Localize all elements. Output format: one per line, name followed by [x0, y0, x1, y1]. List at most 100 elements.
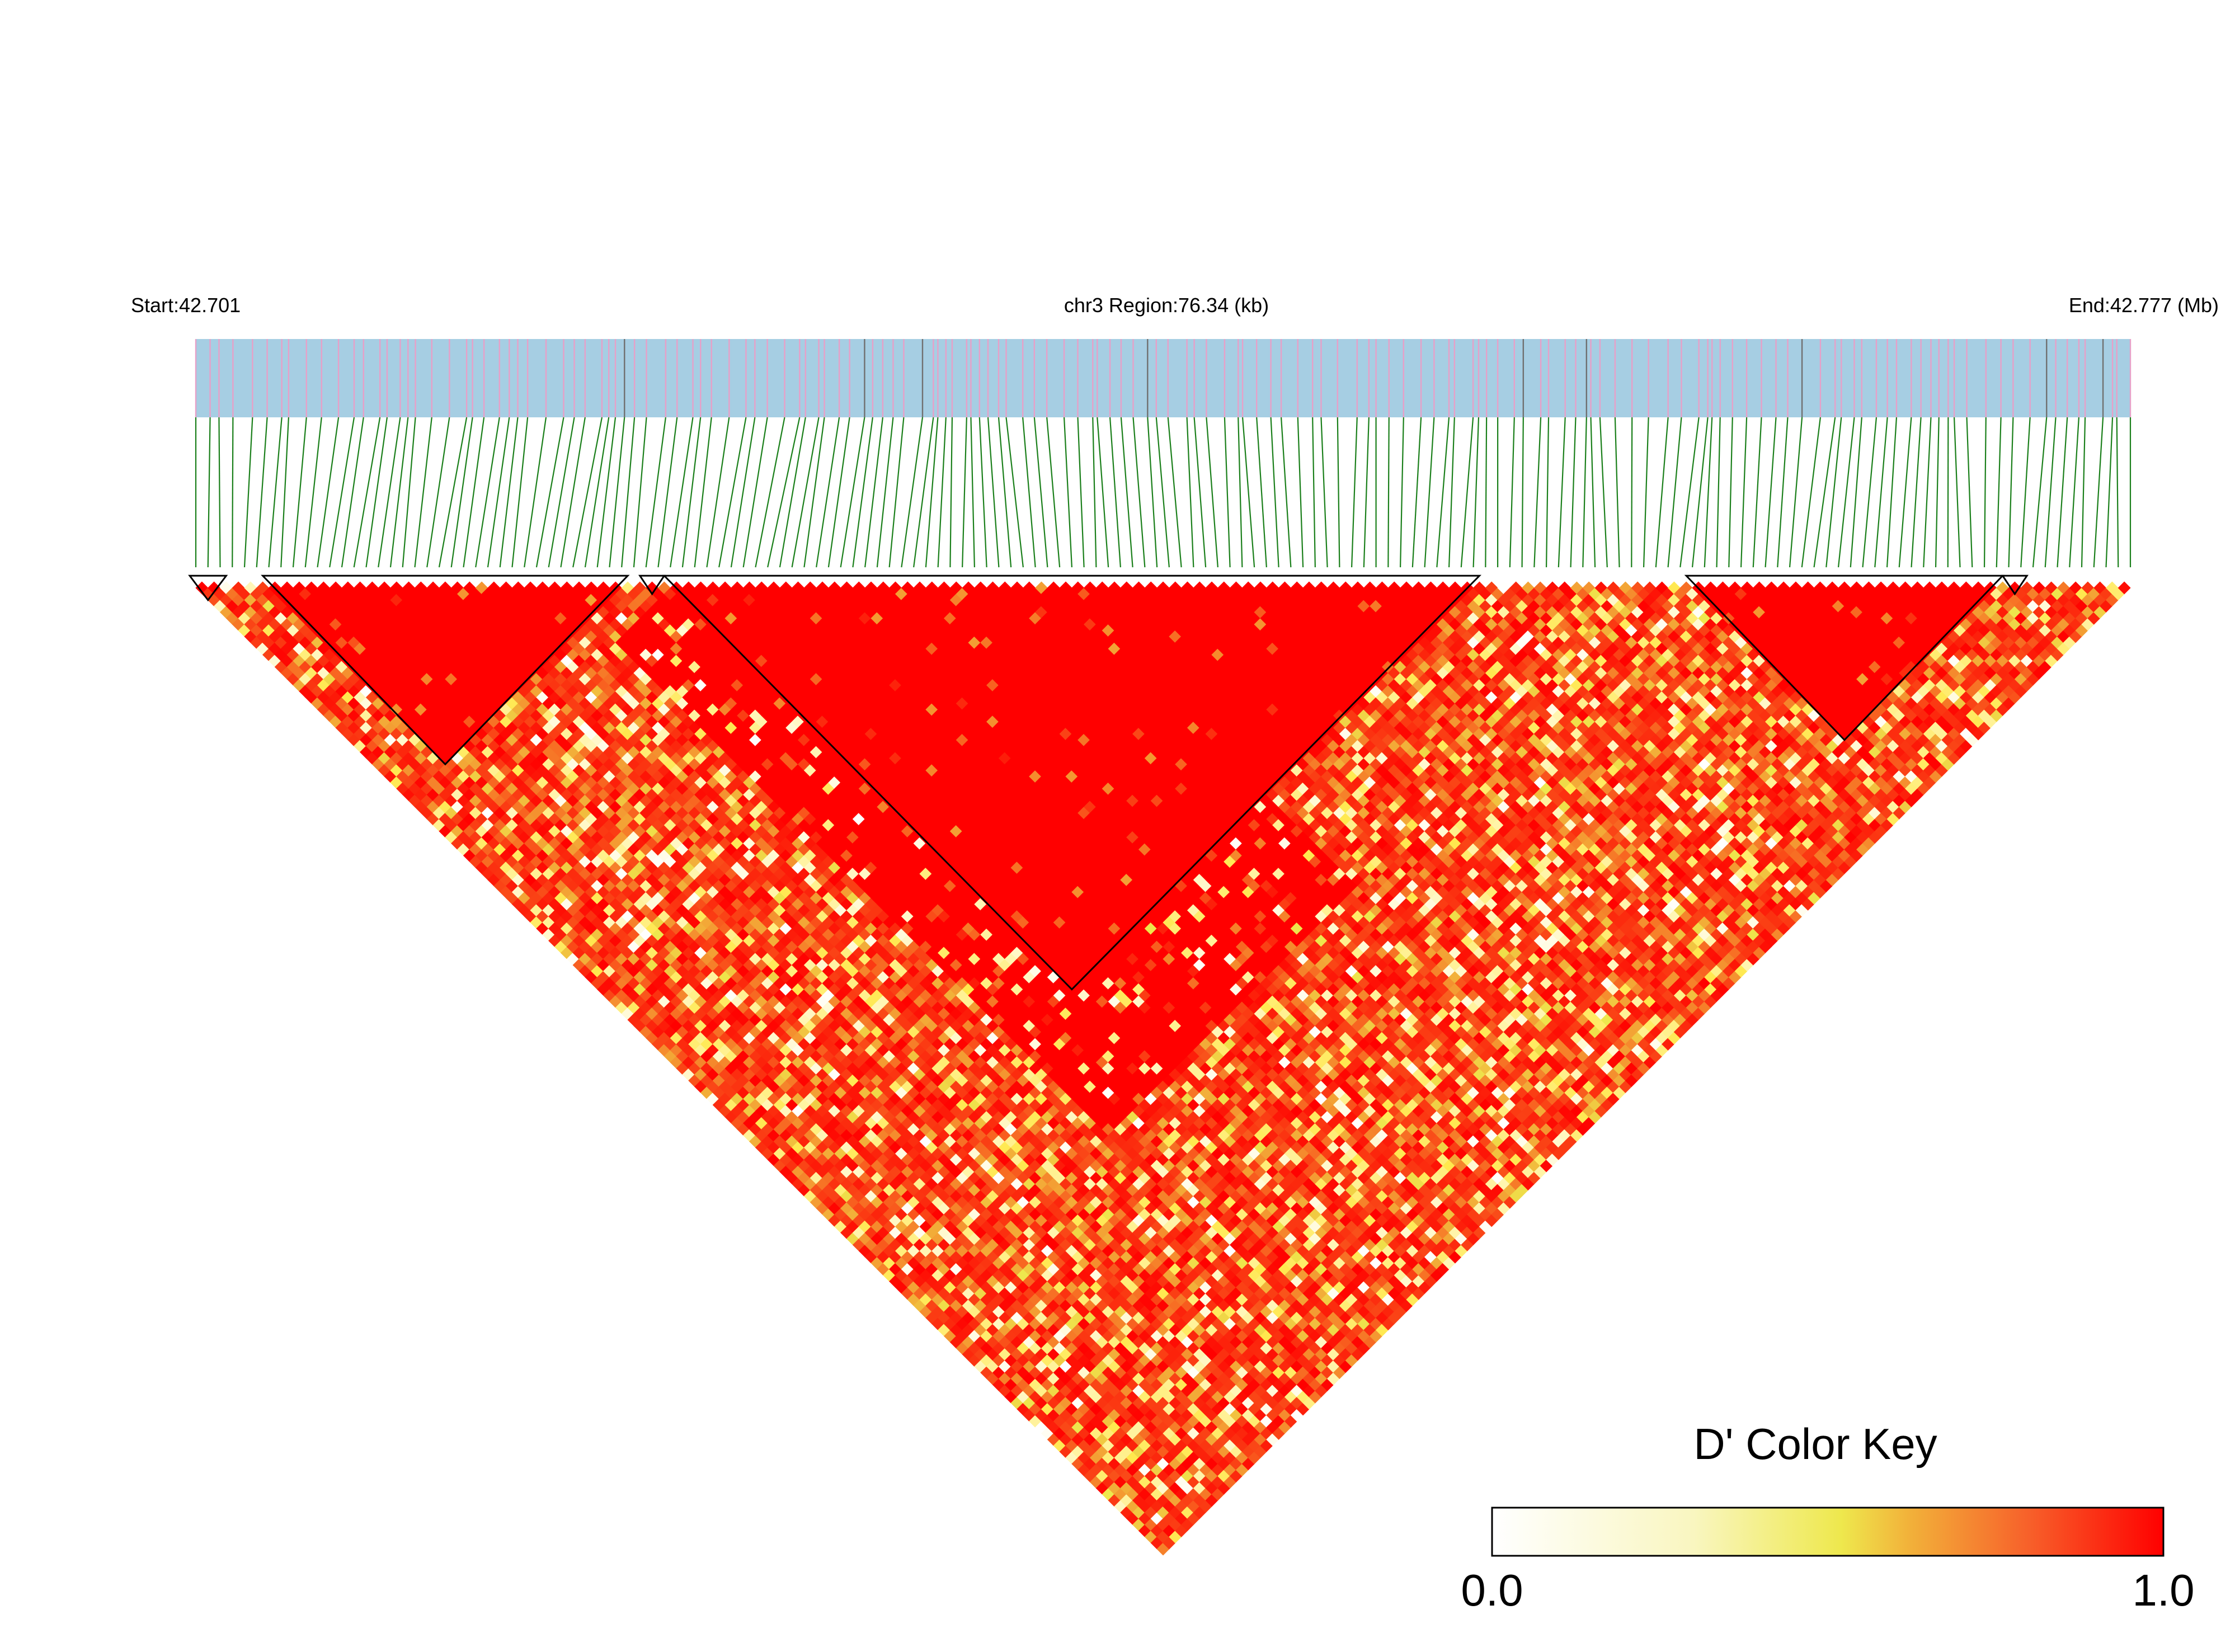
ld-cell — [792, 1104, 805, 1118]
ld-cell — [505, 867, 519, 881]
snp-connector — [438, 417, 468, 568]
ld-cell — [517, 867, 531, 881]
ld-cell — [639, 1013, 653, 1027]
snp-connector — [1545, 417, 1550, 568]
ld-cell — [931, 1293, 945, 1306]
snp-connector — [633, 417, 647, 568]
ld-cell — [1004, 1329, 1018, 1343]
ld-cell — [1059, 1421, 1072, 1434]
ld-cell — [646, 958, 659, 972]
ld-cell — [244, 581, 257, 595]
snp-connector — [1521, 417, 1524, 568]
ld-cell — [731, 1068, 744, 1081]
ld-cell — [530, 867, 543, 881]
ld-cell — [371, 757, 385, 771]
ld-cell — [1150, 1524, 1164, 1537]
snp-connector — [1320, 417, 1328, 568]
snp-connector — [524, 417, 547, 568]
snp-connector — [888, 417, 905, 568]
snp-connector — [1614, 417, 1620, 568]
snp-connector — [1935, 417, 1940, 568]
ld-cell — [378, 727, 391, 741]
ld-cell — [731, 1056, 744, 1069]
snp-connector — [1297, 417, 1304, 568]
ld-cell — [998, 1348, 1011, 1361]
ld-cell — [591, 940, 604, 953]
ld-cell — [1059, 1372, 1072, 1385]
ld-cell — [931, 1269, 945, 1282]
snp-connector — [256, 417, 268, 568]
ld-cell — [621, 971, 634, 984]
ld-cell — [548, 922, 562, 935]
ld-cell — [676, 1049, 689, 1063]
ld-cell — [779, 1165, 793, 1179]
ld-cell — [280, 618, 294, 631]
ld-cell — [627, 940, 641, 953]
ld-cell — [1041, 1390, 1054, 1404]
ld-cell — [451, 751, 464, 765]
snp-position-marks — [195, 339, 2132, 417]
ld-cell — [682, 1007, 695, 1020]
ld-cell — [864, 1214, 878, 1227]
snp-connector — [426, 417, 450, 568]
ld-cell — [840, 1189, 854, 1203]
ld-cell — [1084, 1396, 1097, 1410]
ld-cell — [980, 1317, 994, 1331]
snp-connector — [1186, 417, 1194, 568]
snp-connector — [1092, 417, 1097, 568]
ld-cell — [1114, 1500, 1127, 1513]
ld-cell — [810, 1123, 823, 1136]
ld-cell — [475, 812, 488, 826]
ld-cell — [511, 812, 525, 826]
ld-cell — [919, 1244, 933, 1258]
ld-cell — [1175, 1524, 1188, 1537]
ld-cell — [943, 1329, 957, 1343]
ld-cell — [384, 697, 397, 710]
ld-cell — [792, 1153, 805, 1166]
snp-connector — [2116, 417, 2119, 568]
ld-cell — [986, 1324, 999, 1337]
ld-cell — [749, 1123, 762, 1136]
ld-cell — [585, 958, 598, 972]
snp-connector — [1147, 417, 1158, 568]
ld-cell — [1029, 1354, 1042, 1367]
ld-cell — [1150, 1500, 1164, 1513]
ld-cell — [329, 703, 342, 716]
ld-cell — [919, 1232, 933, 1245]
ld-cell — [384, 757, 397, 771]
ld-cell — [1041, 1402, 1054, 1416]
ld-cell — [341, 703, 355, 716]
ld-cell — [998, 1372, 1011, 1385]
ld-cell — [1095, 1409, 1109, 1422]
ld-cell — [1041, 1366, 1054, 1380]
snp-connector — [970, 417, 975, 568]
snp-connector — [218, 417, 221, 568]
ld-cell — [1053, 1378, 1066, 1391]
snp-connector — [978, 417, 987, 568]
ld-cell — [737, 1086, 750, 1099]
snp-connector — [232, 417, 234, 568]
ld-cell — [755, 1056, 768, 1069]
ld-cell — [718, 1032, 732, 1045]
ld-cell — [895, 1220, 908, 1234]
ld-cell — [511, 837, 525, 850]
ld-cell — [919, 1305, 933, 1319]
ld-cell — [317, 642, 330, 656]
ld-cell — [1095, 1470, 1109, 1482]
snp-connector — [2032, 417, 2048, 568]
ld-cell — [244, 618, 257, 631]
ld-cell — [475, 837, 488, 850]
ld-cell — [694, 995, 708, 1008]
snp-connector — [207, 417, 211, 568]
ld-cell — [1144, 1518, 1158, 1531]
ld-cell — [1035, 1372, 1048, 1385]
snp-connector — [1224, 417, 1231, 568]
ld-cell — [1053, 1415, 1066, 1428]
ld-cell — [335, 697, 349, 710]
snp-connector — [1193, 417, 1207, 568]
snp-connector — [840, 417, 865, 568]
snp-connector — [304, 417, 322, 568]
ld-cell — [371, 697, 385, 710]
ld-cell — [280, 642, 294, 656]
ld-cell — [773, 1086, 787, 1099]
